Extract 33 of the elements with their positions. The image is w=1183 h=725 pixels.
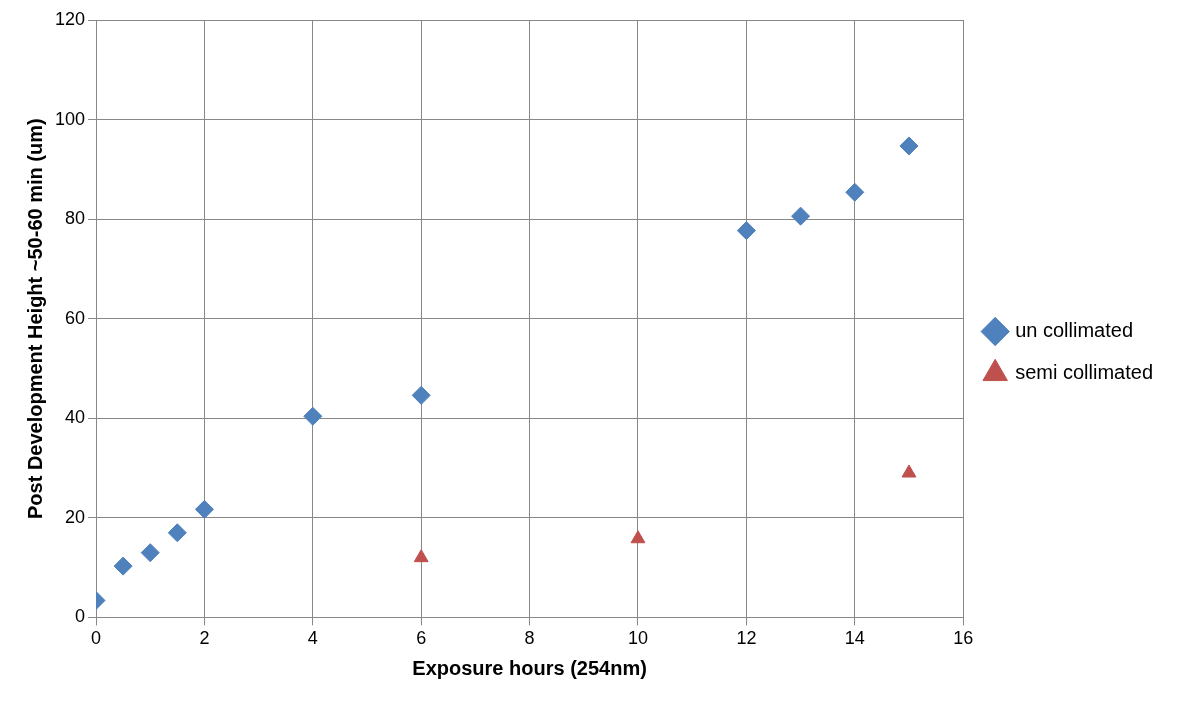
- point: [413, 549, 429, 563]
- point: [630, 530, 646, 544]
- x-tick-label: 12: [736, 628, 757, 649]
- point: [140, 543, 160, 563]
- x-tick-label: 6: [416, 628, 427, 649]
- y-tick-label: 80: [65, 208, 86, 229]
- point: [791, 206, 811, 226]
- point: [411, 385, 431, 405]
- legend-label: semi collimated: [1015, 361, 1154, 384]
- point: [899, 136, 919, 156]
- y-tick-label: 60: [65, 307, 86, 328]
- y-tick-label: 20: [65, 506, 86, 527]
- x-tick-label: 8: [524, 628, 535, 649]
- legend-label: un collimated: [1015, 319, 1134, 342]
- x-tick-label: 14: [844, 628, 865, 649]
- point: [167, 523, 187, 543]
- y-tick-label: 100: [54, 108, 86, 129]
- y-tick-label: 40: [65, 407, 86, 428]
- point: [113, 556, 133, 576]
- x-tick-label: 4: [307, 628, 318, 649]
- x-tick-label: 2: [199, 628, 210, 649]
- x-tick-label: 10: [627, 628, 649, 649]
- point: [736, 221, 756, 241]
- point: [194, 499, 214, 519]
- point: [303, 406, 323, 426]
- point: [845, 182, 865, 202]
- x-tick-label: 16: [953, 628, 974, 649]
- y-tick-label: 120: [54, 8, 86, 29]
- point: [901, 464, 917, 478]
- y-axis-title: Post Development Height ~50-60 min (um): [23, 118, 46, 520]
- y-tick-label: 0: [75, 606, 86, 627]
- x-axis-title: Exposure hours (254nm): [412, 656, 647, 679]
- x-tick-label: 0: [91, 628, 102, 649]
